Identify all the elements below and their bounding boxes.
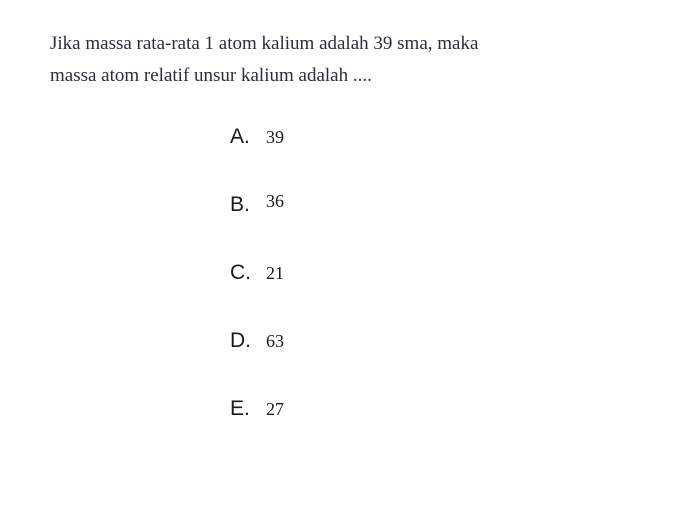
option-d[interactable]: D. 63 [230,329,636,353]
option-letter: D. [230,329,266,353]
question-line-1: Jika massa rata-rata 1 atom kalium adala… [50,33,478,54]
option-c[interactable]: C. 21 [230,261,636,285]
option-letter: B. [230,193,266,217]
option-a[interactable]: A. 39 [230,125,636,149]
option-e[interactable]: E. 27 [230,397,636,421]
option-value: 36 [266,191,284,212]
option-letter: C. [230,261,266,285]
option-value: 27 [266,399,284,420]
question-line-2: massa atom relatif unsur kalium adalah .… [50,65,372,86]
option-value: 63 [266,331,284,352]
option-letter: A. [230,125,266,149]
option-value: 39 [266,127,284,148]
option-letter: E. [230,397,266,421]
question-text: Jika massa rata-rata 1 atom kalium adala… [50,28,636,93]
options-list: A. 39 B. 36 C. 21 D. 63 E. 27 [50,125,636,421]
option-b[interactable]: B. 36 [230,193,636,217]
option-value: 21 [266,263,284,284]
